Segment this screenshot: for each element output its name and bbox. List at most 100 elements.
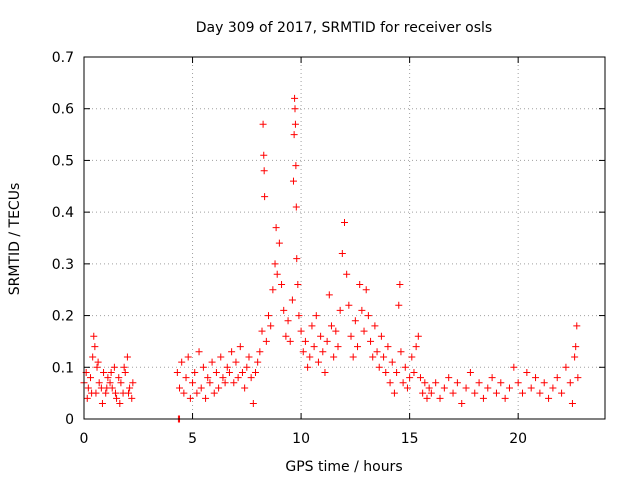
data-point	[293, 255, 301, 263]
data-point	[106, 379, 114, 387]
data-point	[125, 389, 133, 397]
data-point	[449, 389, 457, 397]
data-point	[230, 379, 238, 387]
data-point	[386, 379, 394, 387]
data-point	[129, 379, 137, 387]
data-point	[292, 162, 300, 170]
data-point	[301, 337, 309, 345]
data-point	[265, 312, 273, 320]
data-point	[117, 379, 125, 387]
data-point	[375, 363, 383, 371]
data-point	[208, 358, 216, 366]
data-point	[458, 399, 466, 407]
y-tick-label: 0.3	[52, 257, 74, 273]
data-point	[327, 322, 335, 330]
data-point	[254, 358, 262, 366]
data-point	[423, 394, 431, 402]
data-point	[380, 353, 388, 361]
data-point	[325, 291, 333, 299]
data-point	[540, 379, 548, 387]
data-point	[358, 306, 366, 314]
data-point	[297, 327, 305, 335]
x-tick-label: 5	[188, 431, 197, 447]
data-point	[107, 368, 115, 376]
data-point	[173, 368, 181, 376]
data-point	[273, 270, 281, 278]
data-point	[180, 389, 188, 397]
data-point	[294, 281, 302, 289]
data-point	[532, 374, 540, 382]
data-point	[84, 384, 92, 392]
data-point	[93, 363, 101, 371]
data-point	[479, 394, 487, 402]
data-point	[384, 343, 392, 351]
data-point	[89, 353, 97, 361]
data-point	[308, 322, 316, 330]
x-tick-label: 10	[292, 431, 310, 447]
data-point	[568, 399, 576, 407]
data-point	[304, 363, 312, 371]
data-point	[275, 239, 283, 247]
data-point	[103, 384, 111, 392]
y-tick-label: 0.6	[52, 102, 74, 118]
data-point	[113, 394, 121, 402]
data-point	[306, 353, 314, 361]
data-point	[260, 151, 268, 159]
data-point	[497, 379, 505, 387]
data-point	[310, 343, 318, 351]
data-point	[256, 348, 264, 356]
data-point	[234, 374, 242, 382]
data-point	[488, 374, 496, 382]
data-point	[571, 353, 579, 361]
data-point	[299, 348, 307, 356]
y-axis-label: SRMTID / TECUs	[7, 183, 23, 296]
data-point	[90, 332, 98, 340]
data-point	[259, 120, 267, 128]
data-point	[462, 384, 470, 392]
data-point	[396, 281, 404, 289]
data-point	[401, 363, 409, 371]
data-point	[280, 306, 288, 314]
data-point	[110, 363, 118, 371]
data-point	[121, 368, 129, 376]
data-point	[191, 368, 199, 376]
data-point	[199, 363, 207, 371]
data-point	[545, 394, 553, 402]
plot-frame	[83, 56, 606, 420]
data-point	[471, 389, 479, 397]
data-point	[115, 374, 123, 382]
data-point	[364, 312, 372, 320]
data-point	[182, 374, 190, 382]
data-point	[94, 358, 102, 366]
data-point	[286, 337, 294, 345]
data-point	[436, 394, 444, 402]
data-point	[111, 389, 119, 397]
data-point	[314, 358, 322, 366]
data-point	[100, 368, 108, 376]
grid-lines	[84, 57, 605, 419]
data-point	[282, 332, 290, 340]
data-point	[317, 332, 325, 340]
data-point	[558, 389, 566, 397]
data-point	[295, 312, 303, 320]
data-point	[260, 167, 268, 175]
data-point	[445, 374, 453, 382]
data-point	[354, 343, 362, 351]
data-point	[91, 343, 99, 351]
data-point	[204, 374, 212, 382]
data-point	[397, 348, 405, 356]
data-point	[178, 358, 186, 366]
chart-title: Day 309 of 2017, SRMTID for receiver osl…	[196, 20, 492, 36]
tick-labels: 0 0.1 0.2 0.3 0.4 0.5 0.6 0.7 0 5 10 15 20	[52, 50, 527, 447]
x-tick-label: 0	[80, 431, 89, 447]
data-point	[566, 379, 574, 387]
data-point	[98, 399, 106, 407]
data-point	[323, 337, 331, 345]
data-point	[427, 389, 435, 397]
data-point	[225, 368, 233, 376]
data-point	[243, 363, 251, 371]
data-point	[573, 322, 581, 330]
data-point	[395, 301, 403, 309]
data-point	[414, 332, 422, 340]
